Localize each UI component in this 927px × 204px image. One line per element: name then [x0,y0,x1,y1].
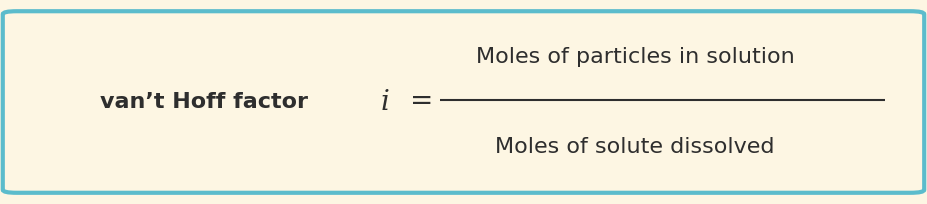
Text: Moles of particles in solution: Moles of particles in solution [476,47,794,67]
FancyBboxPatch shape [3,11,924,193]
Text: =: = [410,89,434,115]
Text: Moles of solute dissolved: Moles of solute dissolved [495,137,775,157]
Text: i: i [380,89,389,115]
Text: van’t Hoff factor: van’t Hoff factor [100,92,308,112]
